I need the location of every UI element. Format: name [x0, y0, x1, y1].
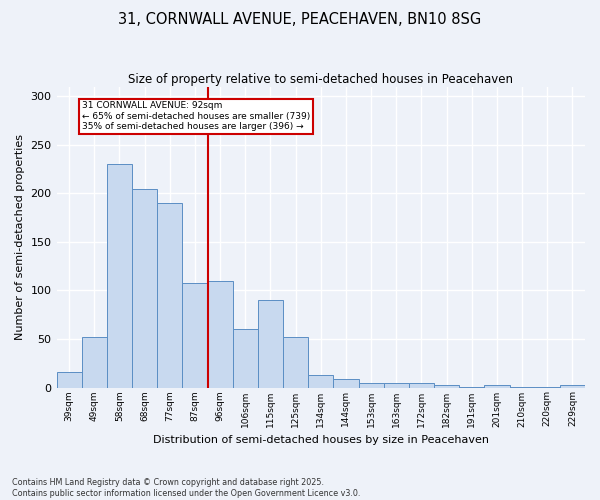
Bar: [535, 386, 560, 388]
Bar: [484, 384, 509, 388]
Bar: [157, 203, 182, 388]
Bar: [56, 372, 82, 388]
Bar: [383, 382, 409, 388]
Bar: [434, 384, 459, 388]
Bar: [82, 337, 107, 388]
Bar: [308, 375, 334, 388]
Bar: [334, 379, 359, 388]
Bar: [107, 164, 132, 388]
Bar: [459, 386, 484, 388]
X-axis label: Distribution of semi-detached houses by size in Peacehaven: Distribution of semi-detached houses by …: [153, 435, 489, 445]
Bar: [258, 300, 283, 388]
Bar: [233, 330, 258, 388]
Text: 31, CORNWALL AVENUE, PEACEHAVEN, BN10 8SG: 31, CORNWALL AVENUE, PEACEHAVEN, BN10 8S…: [118, 12, 482, 28]
Bar: [132, 188, 157, 388]
Bar: [560, 384, 585, 388]
Bar: [359, 382, 383, 388]
Title: Size of property relative to semi-detached houses in Peacehaven: Size of property relative to semi-detach…: [128, 72, 513, 86]
Bar: [283, 337, 308, 388]
Text: 31 CORNWALL AVENUE: 92sqm
← 65% of semi-detached houses are smaller (739)
35% of: 31 CORNWALL AVENUE: 92sqm ← 65% of semi-…: [82, 101, 310, 131]
Bar: [509, 386, 535, 388]
Bar: [409, 382, 434, 388]
Text: Contains HM Land Registry data © Crown copyright and database right 2025.
Contai: Contains HM Land Registry data © Crown c…: [12, 478, 361, 498]
Y-axis label: Number of semi-detached properties: Number of semi-detached properties: [15, 134, 25, 340]
Bar: [182, 282, 208, 388]
Bar: [208, 281, 233, 388]
